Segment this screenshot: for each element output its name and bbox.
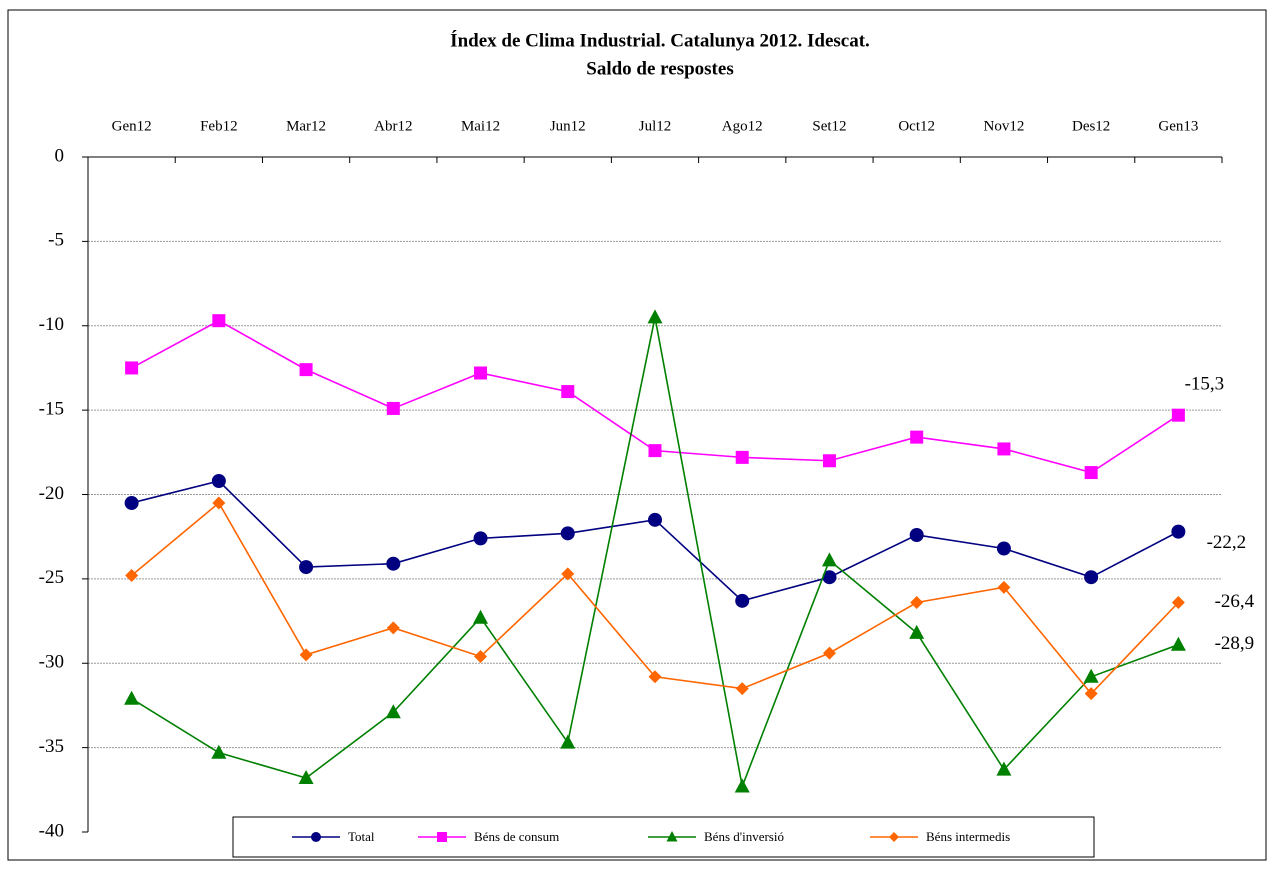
point-marker: [735, 450, 749, 464]
legend-marker: [666, 831, 678, 842]
point-marker: [386, 401, 400, 415]
point-marker: [560, 526, 575, 541]
point-marker: [735, 682, 749, 696]
legend-marker: [311, 832, 321, 842]
y-tick-label: -10: [39, 314, 64, 335]
chart-border: [7, 9, 1267, 861]
data-label: -22,2: [1207, 532, 1247, 553]
point-marker: [647, 309, 663, 324]
x-tick-label: Des12: [1072, 118, 1110, 134]
legend-marker: [437, 832, 447, 842]
point-marker: [1084, 687, 1098, 701]
point-marker: [648, 512, 662, 527]
x-tick-label: Oct12: [898, 118, 935, 134]
point-marker: [125, 361, 139, 375]
point-marker: [735, 593, 750, 608]
point-marker: [212, 314, 226, 328]
point-marker: [299, 560, 314, 575]
x-tick-label: Feb12: [200, 118, 238, 134]
point-marker: [996, 761, 1012, 776]
point-marker: [910, 596, 924, 609]
point-marker: [822, 454, 836, 468]
x-tick-label: Gen12: [112, 118, 152, 134]
point-marker: [561, 567, 575, 581]
data-label: -15,3: [1185, 374, 1225, 395]
point-marker: [997, 442, 1011, 456]
y-tick-label: -35: [39, 736, 64, 757]
point-marker: [1171, 596, 1185, 609]
point-marker: [648, 670, 662, 684]
point-marker: [561, 385, 575, 399]
point-marker: [1170, 636, 1186, 651]
point-marker: [386, 621, 400, 635]
point-marker: [124, 495, 139, 510]
point-marker: [211, 744, 227, 759]
y-tick-label: -40: [39, 820, 64, 841]
point-marker: [299, 648, 313, 662]
point-marker: [1084, 570, 1099, 585]
point-marker: [385, 704, 401, 719]
data-label: -26,4: [1215, 591, 1255, 612]
y-tick-label: -15: [39, 398, 64, 419]
legend-label: Total: [348, 829, 375, 844]
x-tick-label: Jul12: [639, 118, 672, 134]
x-tick-label: Jun12: [550, 118, 586, 134]
point-marker: [997, 580, 1011, 594]
x-tick-label: Ago12: [722, 118, 763, 134]
point-marker: [124, 690, 140, 705]
point-marker: [909, 624, 925, 639]
point-marker: [299, 363, 313, 377]
point-marker: [473, 531, 488, 546]
point-marker: [1084, 466, 1098, 480]
legend-label: Béns d'inversió: [704, 829, 784, 844]
legend-marker: [889, 832, 899, 842]
point-marker: [386, 556, 401, 571]
point-marker: [560, 734, 576, 749]
point-marker: [474, 366, 488, 380]
point-marker: [473, 609, 489, 624]
y-tick-label: -25: [39, 567, 64, 588]
chart-subtitle: Saldo de respostes: [586, 58, 733, 79]
point-marker: [822, 646, 836, 660]
x-tick-label: Abr12: [374, 118, 412, 134]
x-tick-label: Gen13: [1158, 118, 1198, 134]
x-tick-label: Mar12: [286, 118, 326, 134]
point-marker: [1171, 524, 1186, 539]
chart-title: Índex de Clima Industrial. Catalunya 201…: [450, 29, 870, 51]
data-label: -28,9: [1215, 633, 1255, 654]
point-marker: [474, 650, 488, 663]
point-marker: [648, 444, 662, 458]
point-marker: [1083, 668, 1099, 683]
legend-label: Béns de consum: [474, 829, 559, 844]
x-tick-label: Set12: [812, 118, 846, 134]
legend-label: Béns intermedis: [926, 829, 1010, 844]
x-tick-label: Nov12: [984, 118, 1025, 134]
point-marker: [212, 496, 226, 510]
point-marker: [909, 528, 924, 542]
point-marker: [1171, 408, 1185, 422]
y-tick-label: 0: [55, 145, 65, 166]
y-tick-label: -20: [39, 483, 64, 504]
point-marker: [910, 430, 924, 444]
point-marker: [298, 770, 314, 784]
point-marker: [734, 778, 750, 793]
point-marker: [822, 570, 837, 585]
x-tick-label: Mai12: [461, 118, 500, 134]
point-marker: [211, 474, 226, 488]
y-tick-label: -5: [48, 230, 64, 251]
point-marker: [996, 541, 1011, 556]
point-marker: [821, 552, 837, 567]
point-marker: [125, 569, 139, 582]
y-tick-label: -30: [39, 652, 64, 673]
